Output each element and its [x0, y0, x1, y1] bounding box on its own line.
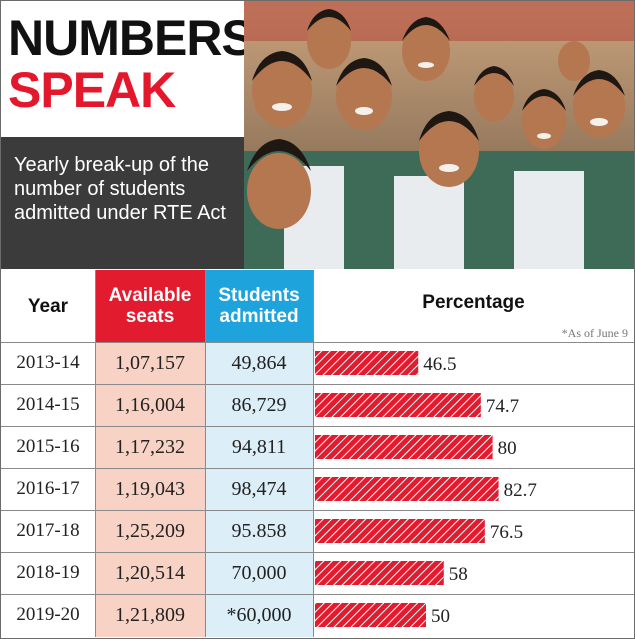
percentage-bar — [315, 351, 419, 375]
percentage-value-label: 74.7 — [486, 396, 519, 417]
column-divider — [205, 270, 206, 637]
headline-speak: SPEAK — [8, 62, 176, 118]
percentage-bar — [315, 603, 426, 627]
table-row: 2013-14 1,07,157 49,864 — [1, 342, 634, 384]
students-admitted-header: Students admitted — [205, 270, 313, 342]
available-seats-cell: 1,16,004 — [115, 393, 185, 416]
students-admitted-cell: *60,000 — [226, 603, 292, 626]
available-seats-cell: 1,25,209 — [115, 519, 185, 542]
row-divider — [1, 384, 634, 385]
percentage-value-label: 46.5 — [423, 354, 456, 375]
available-seats-cell: 1,20,514 — [115, 561, 185, 584]
headline-numbers: NUMBERS — [8, 10, 255, 66]
percentage-bar — [315, 393, 481, 417]
students-photo — [244, 1, 634, 269]
available-seats-cell: 1,21,809 — [115, 603, 185, 626]
percentage-value-label: 76.5 — [490, 522, 523, 543]
percentage-bar — [315, 561, 444, 585]
year-cell: 2015-16 — [16, 436, 80, 457]
percentage-value-label: 50 — [431, 606, 450, 627]
header: NUMBERS SPEAK Yearly break-up of the num… — [1, 1, 634, 269]
students-admitted-cell: 49,864 — [231, 351, 287, 374]
headline-panel: NUMBERS SPEAK Yearly break-up of the num… — [1, 1, 255, 269]
percentage-value-label: 58 — [449, 564, 468, 585]
percentage-bar — [315, 435, 493, 459]
percentage-bar-chart: 46.5 74.7 80 82.7 76.5 58 50 — [315, 351, 537, 627]
year-header: Year — [27, 295, 69, 317]
students-admitted-cell: 95.858 — [231, 519, 287, 542]
available-seats-cell: 1,19,043 — [115, 477, 185, 500]
description-box: Yearly break-up of the number of student… — [1, 137, 244, 269]
percentage-header: Percentage — [422, 291, 525, 313]
table-row: 2017-18 1,25,209 95.858 — [1, 510, 634, 552]
row-divider — [1, 468, 634, 469]
available-seats-header: Available seats — [95, 270, 205, 342]
students-admitted-cell: 98,474 — [231, 477, 287, 500]
column-divider — [313, 270, 314, 637]
year-cell: 2018-19 — [16, 562, 80, 583]
students-admitted-cell: 94,811 — [231, 435, 287, 458]
table-row: 2019-20 1,21,809 *60,000 — [1, 594, 634, 636]
percentage-bar — [315, 519, 485, 543]
row-divider — [1, 426, 634, 427]
table-row: 2015-16 1,17,232 94,811 — [1, 426, 634, 468]
year-cell: 2017-18 — [16, 520, 80, 541]
footnote: *As of June 9 — [561, 326, 628, 340]
available-seats-cell: 1,07,157 — [115, 351, 185, 374]
row-divider — [1, 342, 634, 343]
row-divider — [1, 552, 634, 553]
table-row: 2014-15 1,16,004 86,729 — [1, 384, 634, 426]
students-photo-illustration — [244, 1, 634, 269]
row-divider — [1, 594, 634, 595]
year-cell: 2016-17 — [16, 478, 80, 499]
year-cell: 2019-20 — [16, 604, 80, 625]
year-cell: 2013-14 — [16, 352, 80, 373]
table-row: 2016-17 1,19,043 98,474 — [1, 468, 634, 510]
description-text: Yearly break-up of the number of student… — [14, 154, 226, 224]
students-admitted-cell: 70,000 — [231, 561, 287, 584]
percentage-value-label: 82.7 — [504, 480, 537, 501]
row-divider — [1, 510, 634, 511]
table-row: 2018-19 1,20,514 70,000 — [1, 552, 634, 594]
available-seats-cell: 1,17,232 — [115, 435, 185, 458]
year-cell: 2014-15 — [16, 394, 80, 415]
percentage-value-label: 80 — [498, 438, 517, 459]
percentage-bar — [315, 477, 499, 501]
rte-table: Year Available seats Students admitted P… — [1, 270, 634, 637]
students-admitted-cell: 86,729 — [231, 393, 287, 416]
column-divider — [95, 270, 96, 637]
